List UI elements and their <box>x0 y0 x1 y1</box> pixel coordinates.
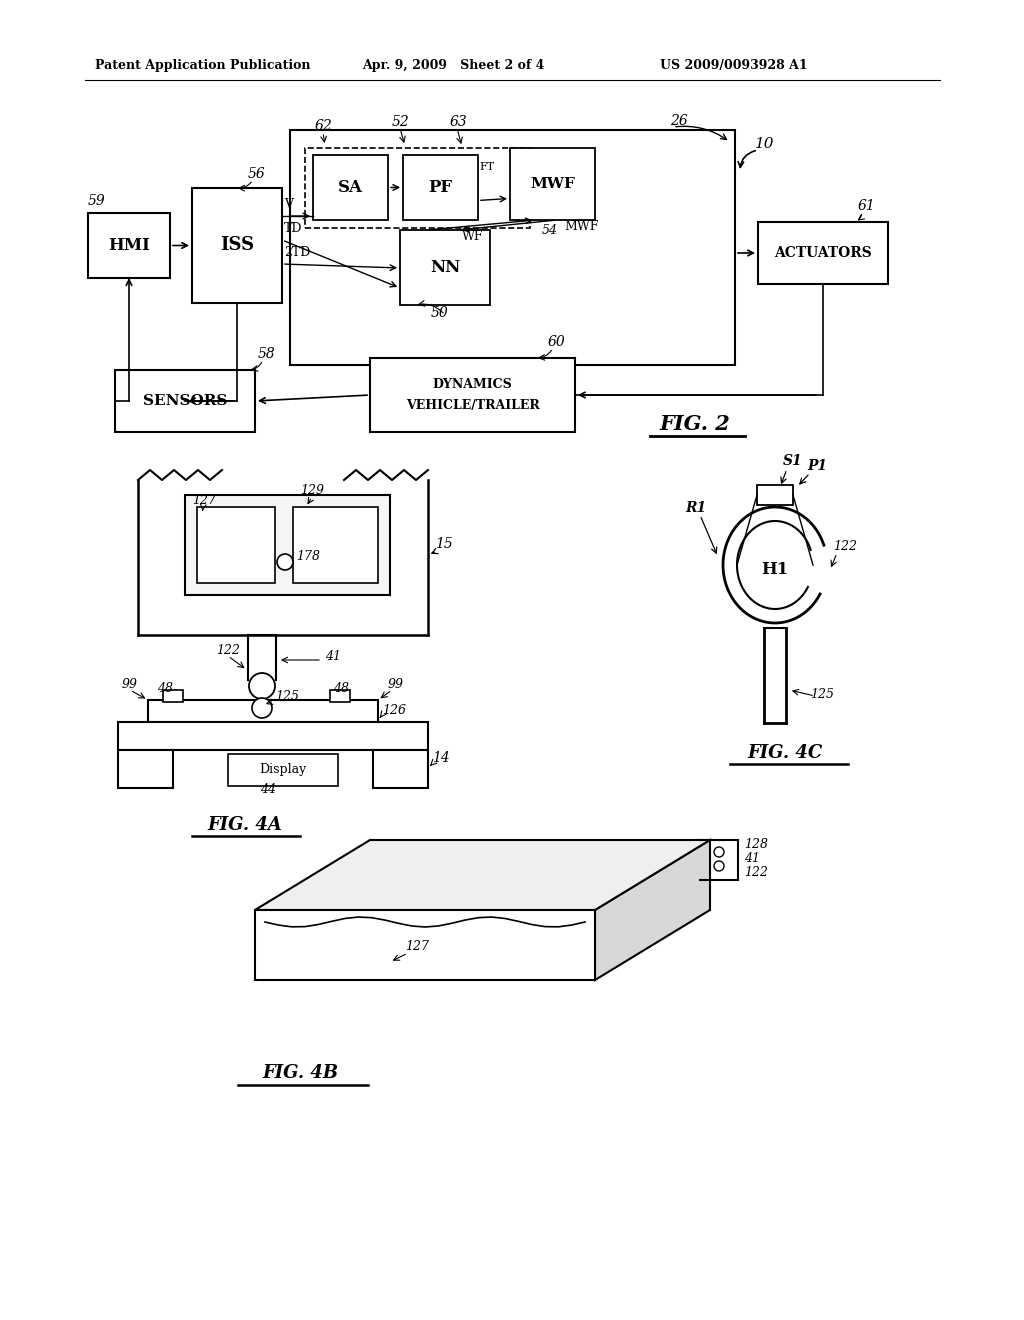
Text: 58: 58 <box>258 347 275 360</box>
Circle shape <box>249 673 275 700</box>
Text: ISS: ISS <box>220 236 254 255</box>
Text: 61: 61 <box>858 199 876 213</box>
Bar <box>403 154 478 220</box>
Text: Apr. 9, 2009   Sheet 2 of 4: Apr. 9, 2009 Sheet 2 of 4 <box>362 58 545 71</box>
Text: 63: 63 <box>450 115 468 129</box>
Bar <box>193 187 282 304</box>
Text: 48: 48 <box>157 682 173 696</box>
Text: P1: P1 <box>807 459 827 473</box>
Text: 62: 62 <box>315 119 333 133</box>
Text: 44: 44 <box>260 783 276 796</box>
Bar <box>163 690 183 702</box>
Text: US 2009/0093928 A1: US 2009/0093928 A1 <box>660 58 808 71</box>
Text: S1: S1 <box>783 454 803 469</box>
Text: MWF: MWF <box>565 220 599 234</box>
Bar <box>197 507 275 583</box>
Text: V: V <box>284 198 293 211</box>
Circle shape <box>278 554 293 570</box>
Text: 26: 26 <box>670 114 688 128</box>
Text: SA: SA <box>338 180 362 195</box>
Text: TD: TD <box>284 222 302 235</box>
Text: 122: 122 <box>744 866 768 879</box>
Text: 127: 127 <box>406 940 429 953</box>
Text: 126: 126 <box>382 704 406 717</box>
Text: SENSORS: SENSORS <box>142 393 227 408</box>
Text: FIG. 2: FIG. 2 <box>659 414 730 434</box>
Text: 60: 60 <box>548 335 565 348</box>
Text: 178: 178 <box>296 550 319 564</box>
Text: ACTUATORS: ACTUATORS <box>774 246 871 260</box>
Bar <box>118 750 173 788</box>
Bar <box>510 148 595 220</box>
Text: 48: 48 <box>333 682 349 696</box>
Bar <box>88 213 170 279</box>
Bar <box>758 222 888 284</box>
Bar <box>370 358 575 432</box>
Bar <box>293 507 378 583</box>
Text: 129: 129 <box>300 484 324 498</box>
Text: Patent Application Publication: Patent Application Publication <box>95 58 310 71</box>
Text: WF: WF <box>462 231 483 243</box>
Text: R1: R1 <box>685 502 707 515</box>
Text: DYNAMICS: DYNAMICS <box>432 379 512 392</box>
Bar <box>185 495 390 595</box>
Text: 125: 125 <box>810 688 834 701</box>
Text: HMI: HMI <box>109 238 150 253</box>
Text: 127: 127 <box>193 494 216 507</box>
Bar <box>118 722 428 750</box>
Text: 54: 54 <box>542 224 557 238</box>
Text: 14: 14 <box>432 751 450 766</box>
Text: 52: 52 <box>392 115 410 129</box>
Polygon shape <box>595 840 710 979</box>
Circle shape <box>714 861 724 871</box>
Text: 56: 56 <box>248 168 266 181</box>
Text: NN: NN <box>430 259 460 276</box>
Circle shape <box>252 698 272 718</box>
Text: 128: 128 <box>744 838 768 851</box>
Text: 50: 50 <box>431 306 449 319</box>
Bar <box>330 690 350 702</box>
Text: 99: 99 <box>388 678 404 690</box>
Bar <box>290 129 735 366</box>
Text: 15: 15 <box>435 537 453 550</box>
Bar <box>373 750 428 788</box>
Text: 122: 122 <box>216 644 240 657</box>
Polygon shape <box>255 909 595 979</box>
Bar <box>115 370 255 432</box>
Bar <box>228 754 338 785</box>
Bar <box>305 148 530 228</box>
Text: FIG. 4B: FIG. 4B <box>262 1064 338 1082</box>
Bar <box>148 700 378 722</box>
Text: PF: PF <box>428 180 453 195</box>
Text: 59: 59 <box>88 194 105 209</box>
Text: FIG. 4A: FIG. 4A <box>208 816 283 834</box>
Circle shape <box>714 847 724 857</box>
Polygon shape <box>255 840 710 909</box>
Text: H1: H1 <box>762 561 788 578</box>
Text: 10: 10 <box>755 137 774 150</box>
Text: 125: 125 <box>275 690 299 704</box>
Text: 41: 41 <box>744 851 760 865</box>
Text: FT: FT <box>479 162 495 172</box>
Bar <box>313 154 388 220</box>
Bar <box>400 230 490 305</box>
Text: 41: 41 <box>325 649 341 663</box>
Text: 122: 122 <box>833 540 857 553</box>
Text: VEHICLE/TRAILER: VEHICLE/TRAILER <box>406 399 540 412</box>
Text: MWF: MWF <box>530 177 574 191</box>
Bar <box>757 484 793 506</box>
Text: 2TD: 2TD <box>284 246 310 259</box>
Text: FIG. 4C: FIG. 4C <box>748 744 822 762</box>
Text: 99: 99 <box>122 678 138 690</box>
Text: Display: Display <box>259 763 306 776</box>
